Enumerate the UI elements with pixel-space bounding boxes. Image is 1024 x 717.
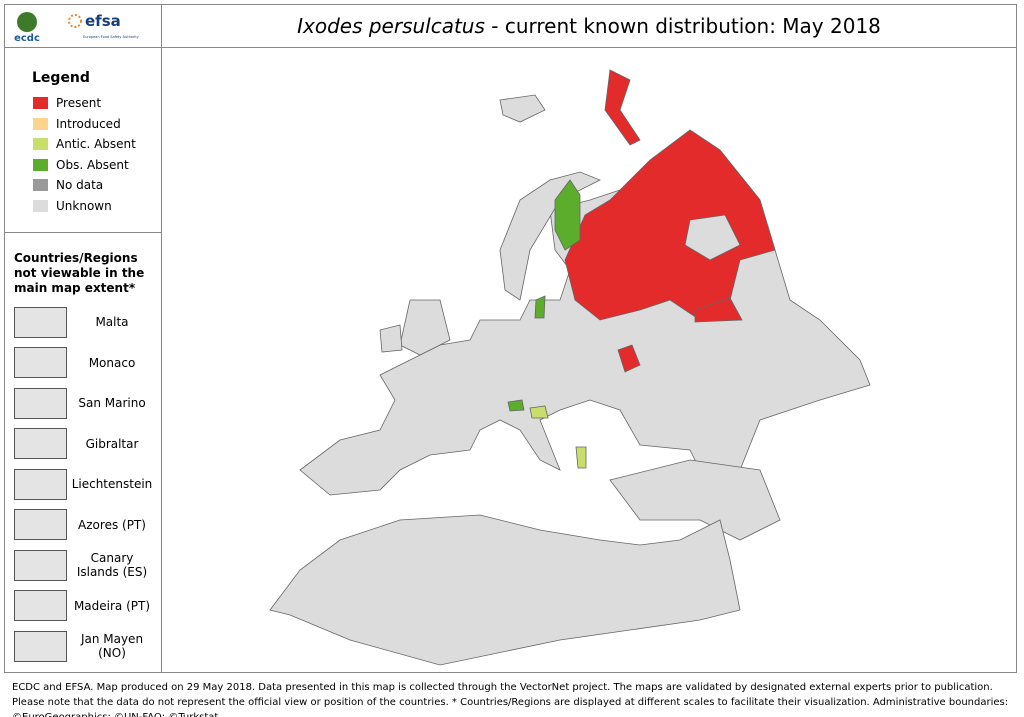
legend-item: Introduced — [33, 117, 121, 131]
land-britain — [399, 299, 451, 356]
efsa-logo: efsa — [85, 12, 121, 30]
inset-item: Madeira (PT) — [14, 589, 164, 623]
inset-item: Azores (PT) — [14, 508, 164, 542]
legend-label: Antic. Absent — [56, 137, 136, 151]
legend-item: Antic. Absent — [33, 137, 136, 151]
logos: ecdc efsa European Food Safety Authority — [14, 12, 139, 44]
inset-map — [14, 468, 67, 500]
inset-map — [14, 387, 67, 419]
title-species: Ixodes persulcatus — [297, 14, 485, 38]
inset-label: Canary Islands (ES) — [76, 551, 148, 579]
inset-label: Liechtenstein — [71, 477, 153, 491]
legend-swatch — [33, 97, 48, 109]
land-iceland — [499, 94, 546, 123]
legend-swatch — [33, 138, 48, 150]
inset-item: Canary Islands (ES) — [14, 548, 164, 582]
unknown-russia — [684, 214, 741, 261]
antic-absent-albania — [575, 446, 587, 469]
inset-map — [14, 590, 67, 621]
legend-label: No data — [56, 178, 104, 192]
inset-item: Monaco — [14, 346, 164, 380]
land-scandinavia — [499, 171, 601, 301]
legend-swatch — [33, 199, 48, 212]
present-novaya-zemlya — [604, 69, 641, 146]
inset-map — [14, 549, 67, 581]
inset-map — [14, 347, 67, 378]
land-africa — [269, 514, 741, 666]
title-rest: - current known distribution: May 2018 — [484, 14, 881, 38]
legend-item: Present — [33, 96, 101, 110]
legend-swatch — [33, 179, 48, 191]
inset-item: Liechtenstein — [14, 467, 164, 501]
inset-label: Malta — [95, 315, 129, 329]
obs-absent-slovenia — [507, 399, 525, 412]
efsa-mark — [68, 14, 82, 28]
inset-item: Gibraltar — [14, 427, 164, 461]
antic-absent-croatia — [529, 405, 549, 419]
title-panel: Ixodes persulcatus - current known distr… — [161, 4, 1017, 48]
title: Ixodes persulcatus - current known distr… — [297, 14, 881, 38]
legend-title: Legend — [32, 70, 90, 86]
obs-absent-latvia — [534, 295, 546, 319]
land-ireland — [379, 324, 403, 353]
logo-panel: ecdc efsa European Food Safety Authority — [4, 4, 162, 48]
inset-label: Azores (PT) — [78, 517, 146, 532]
inset-label: Gibraltar — [85, 436, 139, 451]
footer: ECDC and EFSA. Map produced on 29 May 20… — [12, 682, 1009, 717]
legend-label: Unknown — [56, 198, 112, 213]
inset-label: Madeira (PT) — [73, 598, 151, 613]
inset-item: Malta — [14, 305, 164, 339]
efsa-subtitle: European Food Safety Authority — [83, 35, 139, 39]
inset-label: San Marino — [78, 396, 146, 410]
legend: Legend Present Introduced Antic. Absent Obs… — [4, 47, 162, 233]
ecdc-globe — [17, 12, 37, 32]
inset-item: San Marino — [14, 386, 164, 420]
legend-label: Present — [56, 96, 102, 110]
map — [269, 69, 871, 666]
insets: Countries/Regions not viewable in the ma… — [4, 232, 162, 673]
insets-title: Countries/Regions not viewable in the ma… — [14, 251, 145, 295]
inset-map — [14, 306, 67, 338]
legend-swatch — [33, 158, 48, 171]
legend-swatch — [33, 117, 48, 130]
present-russia-east — [694, 297, 743, 323]
inset-map — [14, 630, 67, 662]
legend-label: Obs. Absent — [56, 157, 129, 172]
legend-label: Introduced — [56, 116, 121, 131]
legend-item: Obs. Absent — [33, 158, 129, 172]
ecdc-logo: ecdc — [14, 33, 40, 44]
legend-item: No data — [33, 178, 103, 192]
inset-map — [14, 428, 67, 459]
land-turkey — [609, 459, 781, 541]
map-panel — [161, 47, 1017, 673]
inset-label: Jan Mayen (NO) — [80, 632, 144, 660]
legend-item: Unknown — [33, 199, 112, 213]
inset-item: Jan Mayen (NO) — [14, 629, 164, 663]
inset-map — [14, 509, 67, 540]
obs-absent-finland — [554, 179, 581, 251]
present-russia-south — [617, 344, 641, 373]
inset-label: Monaco — [88, 355, 136, 370]
present-russia — [564, 129, 776, 321]
